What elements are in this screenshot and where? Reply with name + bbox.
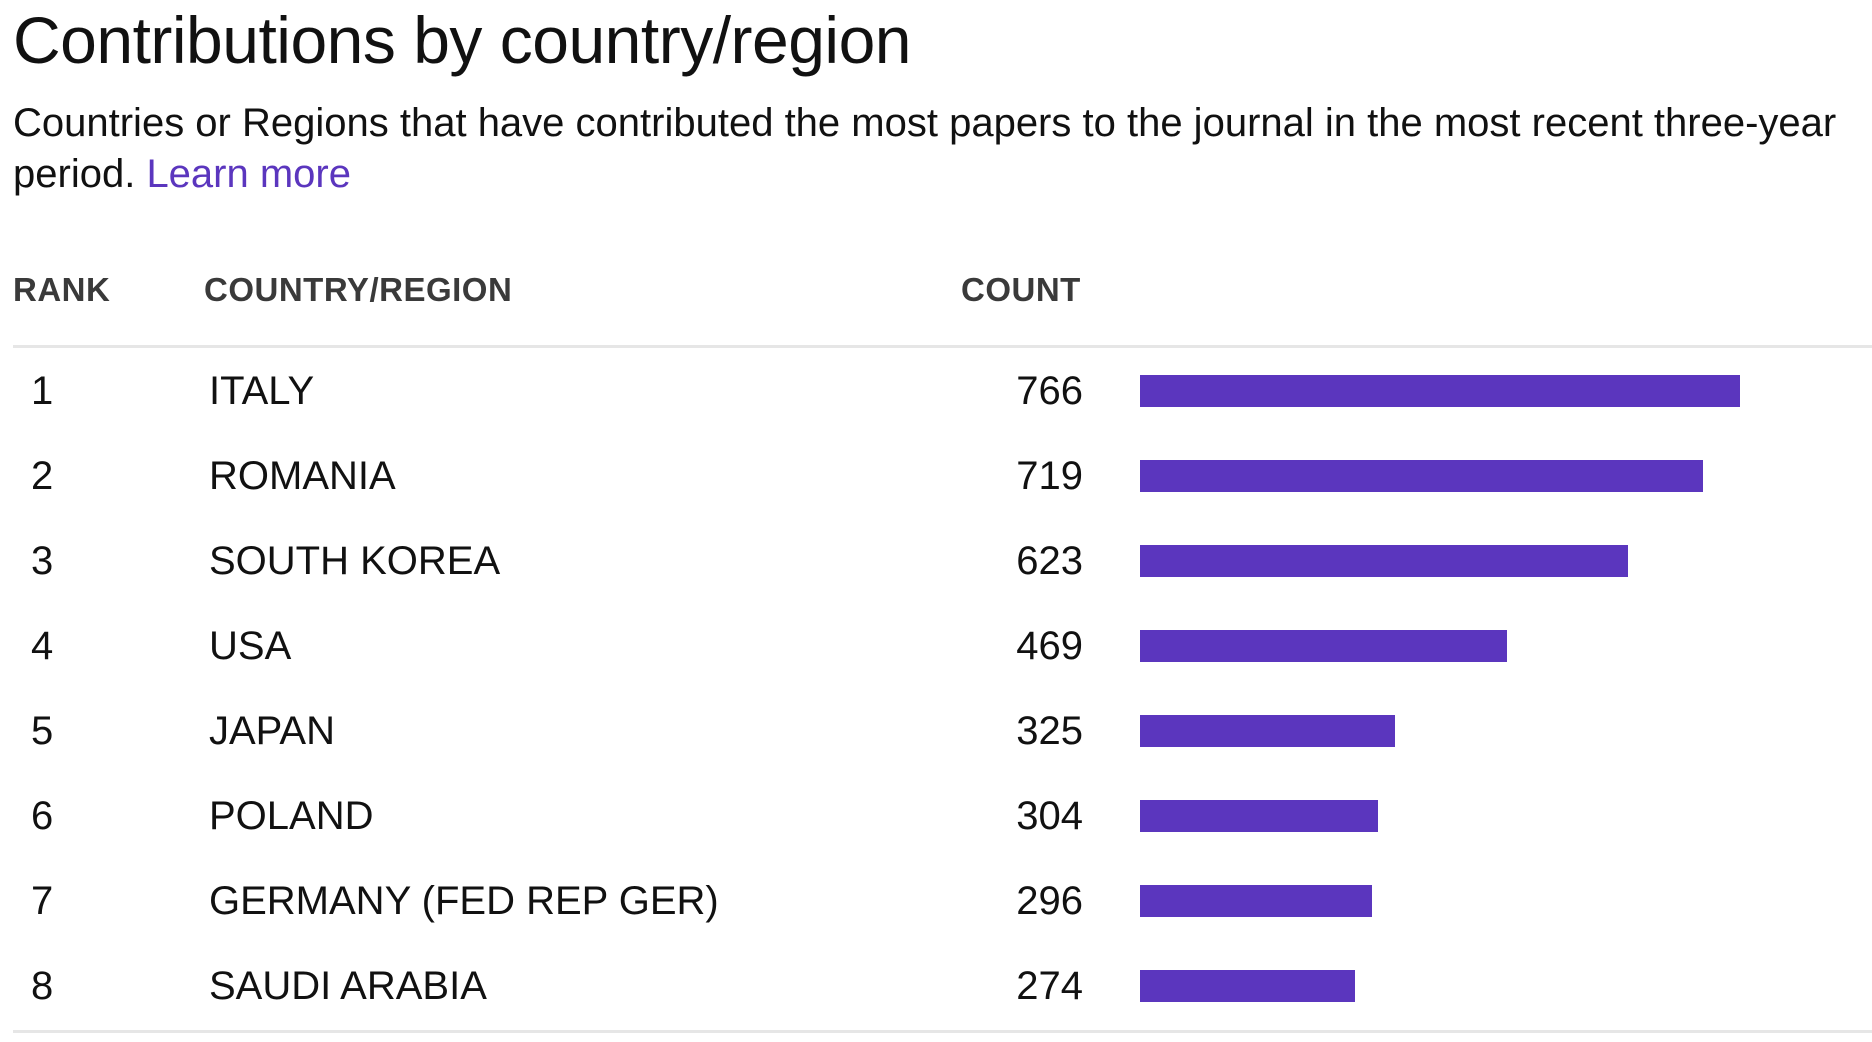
country-label: POLAND (209, 794, 374, 838)
table-row: 4 USA 469 (13, 603, 1872, 688)
rank-value: 4 (31, 624, 54, 668)
count-value: 304 (1016, 794, 1083, 838)
table-row: 6 POLAND 304 (13, 773, 1872, 858)
table-row: 5 JAPAN 325 (13, 688, 1872, 773)
country-label: ITALY (209, 369, 315, 413)
count-value: 719 (1016, 454, 1083, 498)
contributions-section: Contributions by country/region Countrie… (13, 0, 1872, 1042)
rank-value: 5 (31, 709, 54, 753)
country-column-header: COUNTRY/REGION (204, 271, 513, 308)
country-label: SOUTH KOREA (209, 539, 501, 583)
country-label: SAUDI ARABIA (209, 964, 487, 1008)
learn-more-link[interactable]: Learn more (146, 152, 351, 196)
count-column-header: COUNT (961, 271, 1081, 308)
rank-value: 7 (31, 879, 54, 923)
count-value: 623 (1016, 539, 1083, 583)
contributions-table-body: 1 ITALY 766 2 ROMANIA 719 3 SOUTH KOREA 623 4 USA 4… (13, 348, 1872, 1028)
country-label: JAPAN (209, 709, 335, 753)
header-divider (13, 345, 1872, 348)
bar-track (1140, 545, 1740, 577)
country-label: USA (209, 624, 292, 668)
section-description: Countries or Regions that have contribut… (13, 98, 1872, 200)
country-label: GERMANY (FED REP GER) (209, 879, 719, 923)
count-bar (1140, 545, 1628, 577)
description-text: Countries or Regions that have contribut… (13, 101, 1837, 196)
rank-value: 2 (31, 454, 54, 498)
table-row: 1 ITALY 766 (13, 348, 1872, 433)
count-value: 766 (1016, 369, 1083, 413)
count-value: 296 (1016, 879, 1083, 923)
table-row: 3 SOUTH KOREA 623 (13, 518, 1872, 603)
rank-value: 6 (31, 794, 54, 838)
count-bar (1140, 800, 1378, 832)
table-row: 7 GERMANY (FED REP GER) 296 (13, 858, 1872, 943)
rank-value: 1 (31, 369, 54, 413)
bar-track (1140, 885, 1740, 917)
rank-value: 3 (31, 539, 54, 583)
bar-track (1140, 715, 1740, 747)
count-bar (1140, 630, 1507, 662)
count-bar (1140, 375, 1740, 407)
page-title: Contributions by country/region (13, 3, 912, 77)
rank-column-header: RANK (13, 271, 111, 308)
bar-track (1140, 630, 1740, 662)
count-bar (1140, 970, 1355, 1002)
count-bar (1140, 460, 1703, 492)
table-row: 2 ROMANIA 719 (13, 433, 1872, 518)
count-value: 469 (1016, 624, 1083, 668)
count-bar (1140, 715, 1395, 747)
country-label: ROMANIA (209, 454, 396, 498)
bar-track (1140, 460, 1740, 492)
bar-track (1140, 970, 1740, 1002)
bar-track (1140, 800, 1740, 832)
table-row: 8 SAUDI ARABIA 274 (13, 943, 1872, 1028)
bar-track (1140, 375, 1740, 407)
rank-value: 8 (31, 964, 54, 1008)
count-bar (1140, 885, 1372, 917)
count-value: 274 (1016, 964, 1083, 1008)
count-value: 325 (1016, 709, 1083, 753)
table-bottom-divider (13, 1030, 1872, 1033)
